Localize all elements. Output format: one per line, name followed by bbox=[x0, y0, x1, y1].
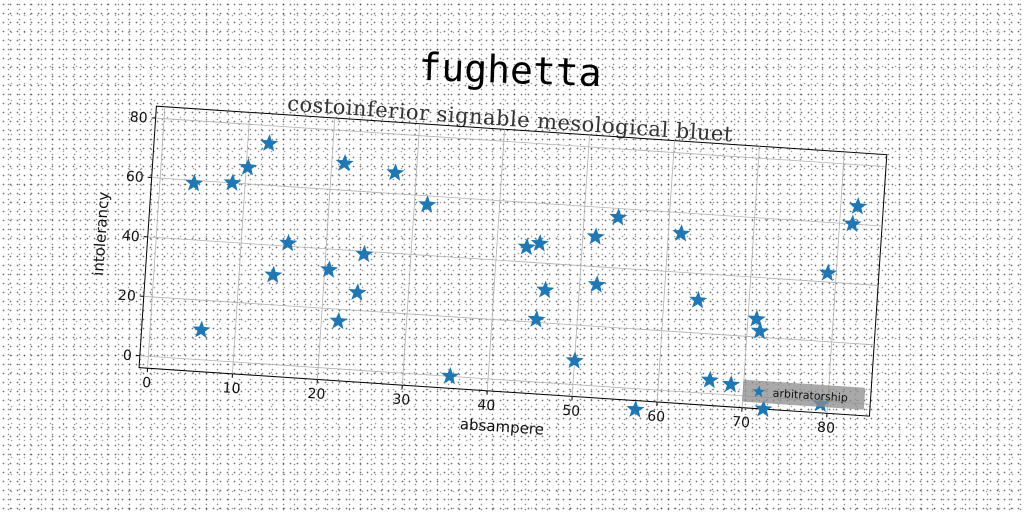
y-tick-label: 60 bbox=[125, 169, 144, 186]
data-markers bbox=[185, 134, 867, 418]
data-point bbox=[185, 173, 204, 192]
data-point bbox=[747, 309, 766, 328]
x-tick-label: 20 bbox=[307, 386, 326, 403]
data-point bbox=[264, 265, 283, 284]
x-tick-label: 10 bbox=[222, 380, 241, 397]
data-point bbox=[335, 153, 354, 172]
data-point bbox=[818, 263, 837, 282]
data-point bbox=[223, 173, 242, 191]
data-point bbox=[441, 366, 460, 385]
x-axis-label: absampere bbox=[459, 415, 544, 439]
y-gridline bbox=[143, 295, 875, 346]
y-tick-label: 0 bbox=[122, 348, 132, 365]
data-point bbox=[536, 280, 555, 299]
legend-marker-star bbox=[752, 385, 766, 398]
data-point bbox=[751, 321, 770, 340]
data-point bbox=[754, 399, 773, 418]
data-point bbox=[355, 244, 374, 263]
data-point bbox=[418, 195, 437, 213]
y-gridline bbox=[147, 236, 879, 286]
x-tick-label: 50 bbox=[562, 403, 581, 420]
legend-box bbox=[742, 379, 866, 410]
data-point bbox=[192, 320, 211, 339]
data-point bbox=[348, 283, 367, 301]
data-point bbox=[530, 234, 549, 252]
x-tick-label: 60 bbox=[647, 408, 666, 425]
x-tick-label: 80 bbox=[817, 420, 836, 437]
data-point bbox=[721, 375, 740, 393]
data-point bbox=[609, 207, 628, 226]
plot-area: 0 10 20 30 40 50 60 70 80 0 20 40 60 80 absampere int… bbox=[89, 105, 888, 439]
data-point bbox=[517, 237, 536, 256]
y-gridline bbox=[155, 117, 887, 167]
data-point bbox=[848, 197, 867, 215]
data-point bbox=[672, 224, 691, 242]
data-point bbox=[239, 157, 258, 176]
y-gridline bbox=[151, 177, 883, 227]
y-tick-label: 80 bbox=[129, 109, 148, 126]
data-point bbox=[587, 275, 606, 293]
x-tick-label: 30 bbox=[392, 391, 411, 408]
data-point bbox=[626, 400, 645, 418]
data-point bbox=[329, 311, 348, 330]
x-tick-label: 70 bbox=[732, 414, 751, 431]
data-point bbox=[689, 290, 708, 309]
data-point bbox=[320, 260, 339, 278]
data-point bbox=[386, 163, 405, 181]
chart-title: fughetta bbox=[418, 45, 602, 95]
y-axis-label: intolerancy bbox=[89, 191, 113, 276]
y-tick-label: 40 bbox=[121, 228, 140, 245]
data-point bbox=[527, 309, 546, 328]
data-point bbox=[843, 214, 862, 233]
legend: arbitratorship bbox=[742, 379, 866, 410]
data-point bbox=[700, 370, 719, 389]
legend-entry-label: arbitratorship bbox=[772, 387, 848, 405]
data-point bbox=[586, 227, 605, 245]
data-point bbox=[260, 134, 279, 152]
x-tick-label: 40 bbox=[477, 397, 496, 414]
x-tick-label: 0 bbox=[142, 375, 152, 392]
data-point bbox=[565, 351, 584, 369]
y-tick-label: 20 bbox=[117, 288, 136, 305]
axis-ticks: 0 10 20 30 40 50 60 70 80 0 20 40 60 80 bbox=[117, 109, 836, 437]
grid bbox=[139, 106, 887, 414]
data-point bbox=[279, 233, 298, 252]
